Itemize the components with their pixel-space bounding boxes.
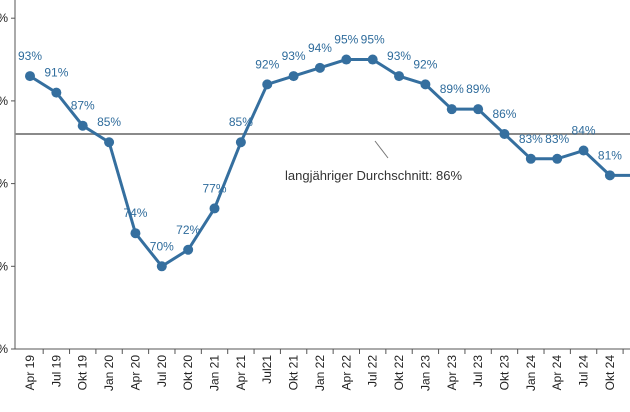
x-tick-label: Jul 24 [577,355,591,387]
data-point [552,153,563,164]
value-label: 95% [334,33,358,47]
x-tick-label: Apr 23 [445,355,459,391]
x-tick-label: Apr 21 [234,355,248,391]
value-label: 92% [413,57,437,71]
data-point [130,228,141,239]
x-tick-label: Jan 24 [524,355,538,391]
data-point [341,54,352,65]
value-label: 81% [598,148,622,162]
annotation-leader [374,140,389,159]
value-label: 86% [492,107,516,121]
x-tick-label: Okt 23 [497,355,511,391]
x-tick-label: Apr 24 [550,355,564,391]
x-tick-label: Jul21 [260,355,274,384]
data-point [51,87,62,98]
value-label: 83% [545,132,569,146]
data-point [288,71,299,82]
value-label: 84% [572,124,596,138]
value-label: 93% [387,49,411,63]
value-label: 95% [361,33,385,47]
y-tick-label: 90% [0,94,8,108]
y-tick-label: 70% [0,259,8,273]
data-point [209,203,220,214]
data-point [499,128,510,139]
value-label: 89% [440,82,464,96]
series-line [29,58,630,269]
value-label: 93% [282,49,306,63]
data-point [394,71,405,82]
x-tick-label: Okt 24 [603,355,617,391]
x-tick-label: Apr 22 [339,355,353,391]
data-point [525,153,536,164]
value-label: 91% [44,66,68,80]
data-point [420,79,431,90]
x-tick-label: Okt 22 [392,355,406,391]
x-tick-label: Jan 23 [418,355,432,391]
value-label: 94% [308,41,332,55]
y-tick-label: 60% [0,342,8,356]
data-point [235,137,246,148]
x-tick-label: Jan 22 [313,355,327,391]
value-label: 85% [97,115,121,129]
value-label: 87% [71,99,95,113]
data-point [446,104,457,115]
value-label: 74% [123,206,147,220]
data-point [473,104,484,115]
average-annotation: langjähriger Durchschnitt: 86% [285,168,462,183]
data-point [578,145,589,156]
value-label: 89% [466,82,490,96]
x-tick-label: Apr 20 [128,355,142,391]
x-tick-label: Okt 21 [287,355,301,391]
y-tick-label: 100% [0,11,8,25]
data-point [367,54,378,65]
x-tick-label: Okt 20 [181,355,195,391]
value-label: 83% [519,132,543,146]
value-label: 72% [176,223,200,237]
value-label: 85% [229,115,253,129]
x-tick-label: Okt 19 [76,355,90,391]
y-tick-label: 80% [0,177,8,191]
data-point [77,120,88,131]
value-label: 92% [255,57,279,71]
x-tick-label: Jul 20 [155,355,169,387]
data-point [604,170,615,181]
data-point [262,79,273,90]
x-tick-label: Jan 20 [102,355,116,391]
value-label: 77% [203,181,227,195]
data-point [183,244,194,255]
x-tick-label: Jul 19 [49,355,63,387]
data-point [156,261,167,272]
x-tick-label: Jan 21 [208,355,222,391]
x-tick-label: Jul 23 [471,355,485,387]
value-label: 70% [150,239,174,253]
value-label: 93% [18,49,42,63]
x-tick-label: Apr 19 [23,355,37,391]
data-point [314,62,325,73]
data-point [104,137,115,148]
data-point [25,71,35,82]
x-tick-label: Jul 22 [366,355,380,387]
